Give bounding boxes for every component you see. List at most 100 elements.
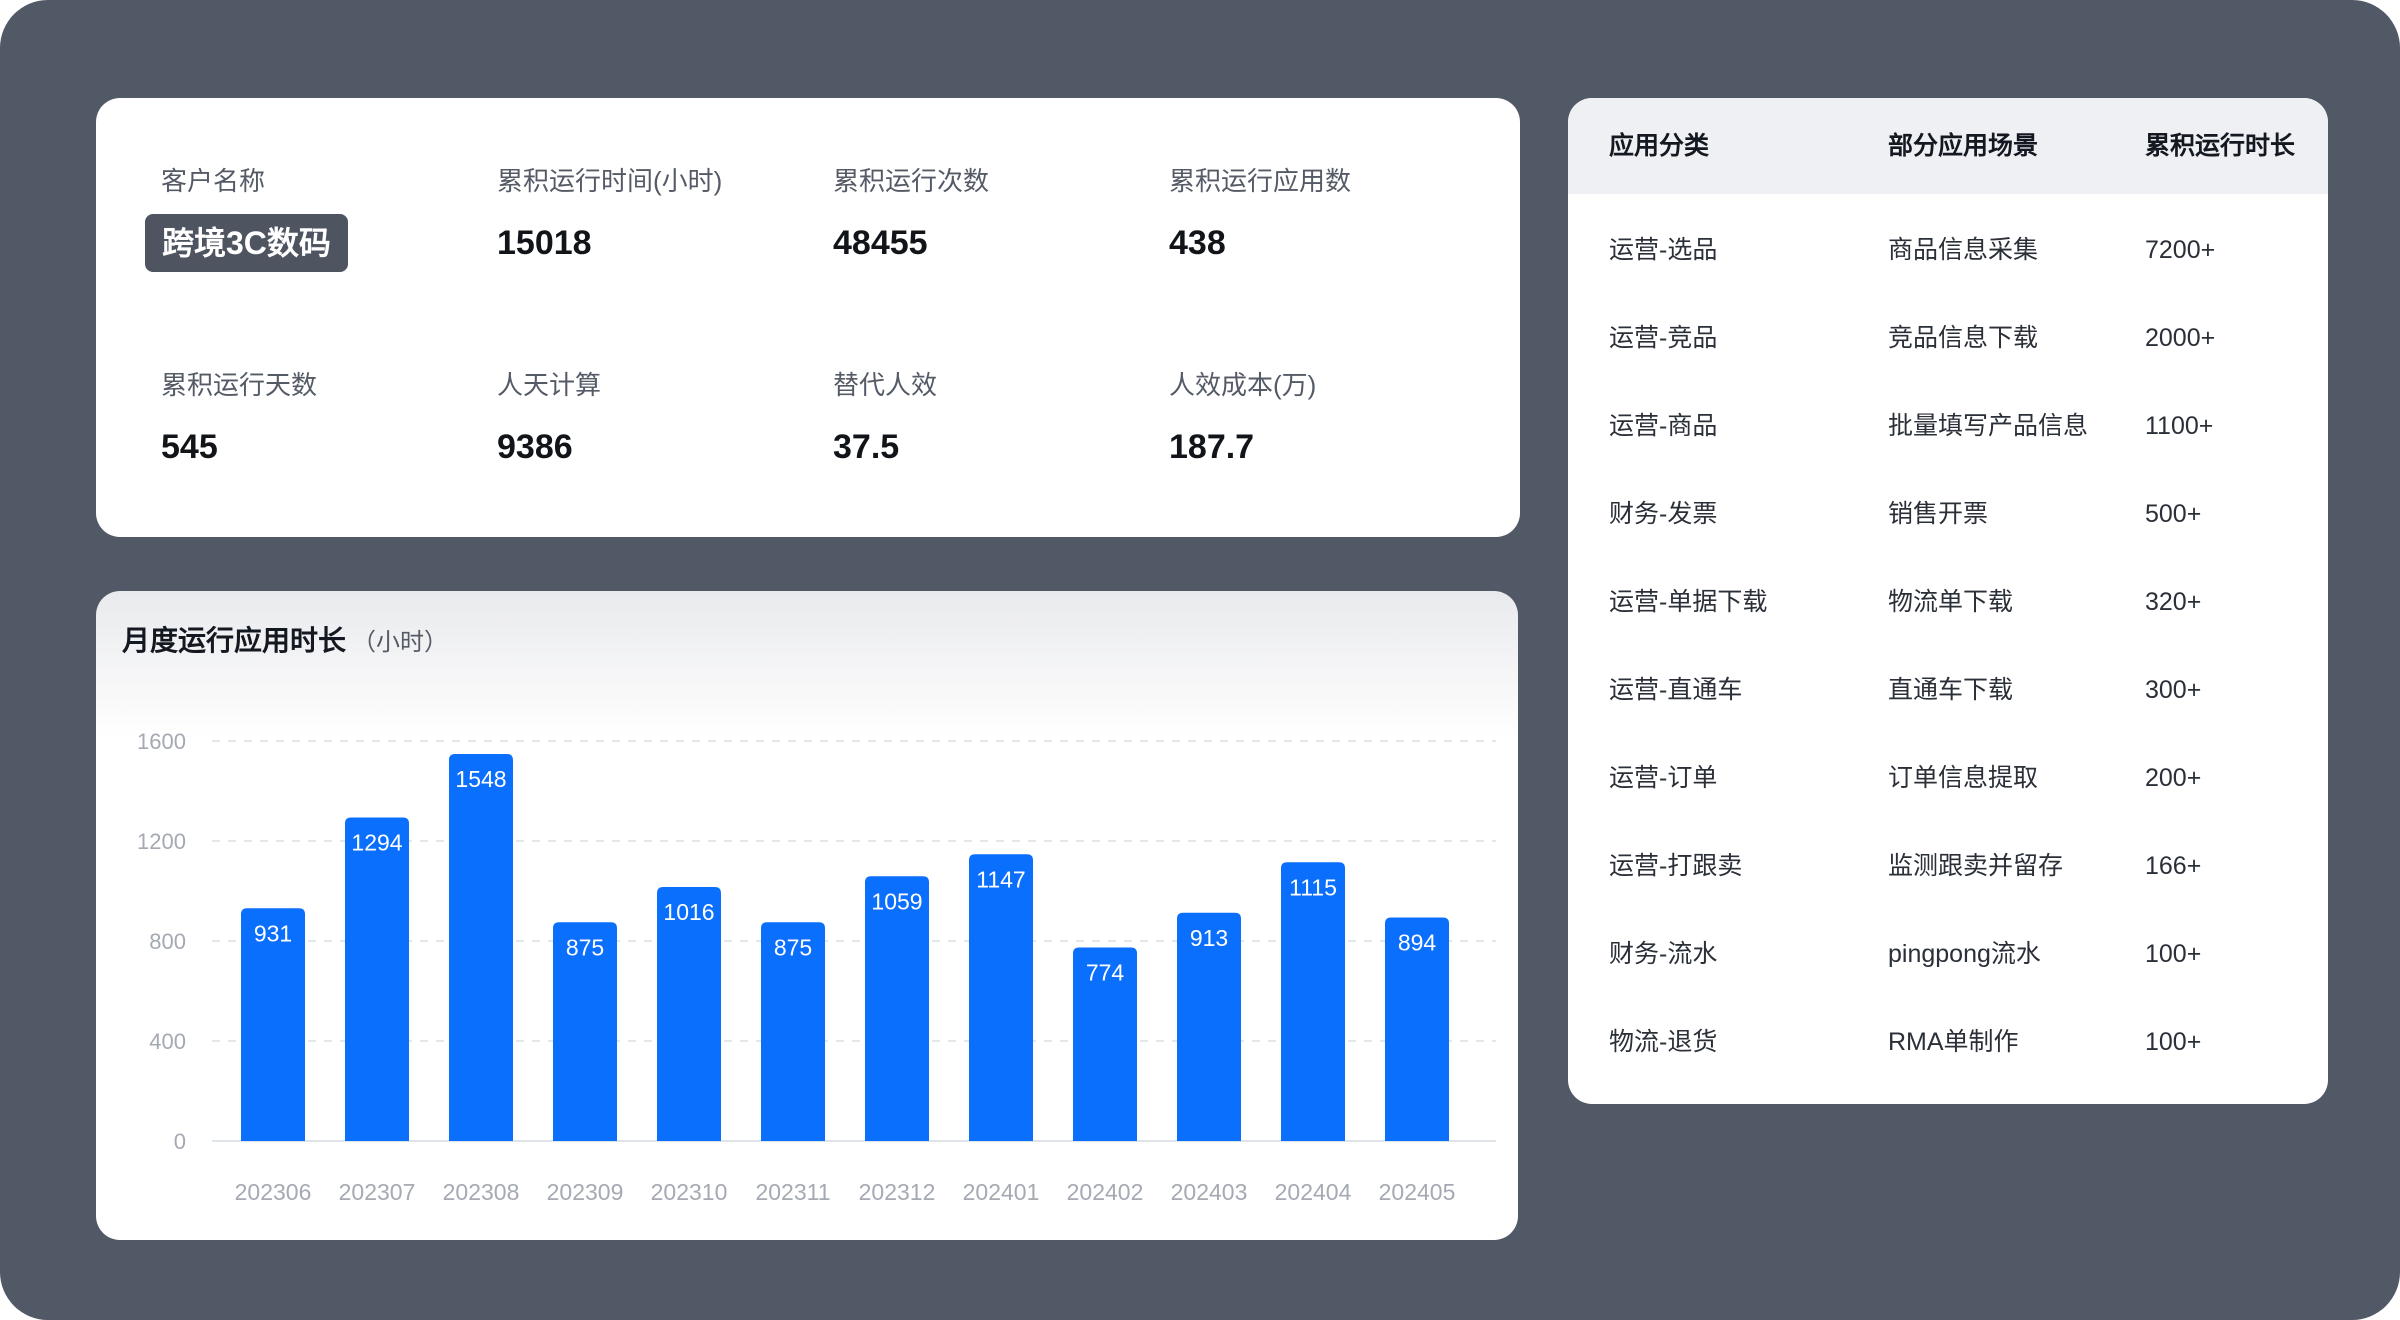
stat-app-count: 累积运行应用数 438 [1169, 168, 1489, 260]
monthly-chart-card: 月度运行应用时长 （小时） 0 400 800 1200 1600 931 202306 129… [96, 591, 1518, 1240]
bar [1177, 912, 1241, 1141]
duration-cell: 300+ [2145, 676, 2202, 704]
duration-cell: 200+ [2145, 764, 2202, 792]
stat-run-days: 累积运行天数 545 [161, 372, 481, 464]
x-tick-label: 202310 [651, 1179, 728, 1205]
scenario-cell: 订单信息提取 [1888, 764, 2039, 792]
stat-replace-fte: 替代人效 37.5 [833, 372, 1153, 464]
bar [761, 922, 825, 1141]
stat-value: 545 [161, 428, 218, 466]
bar-value-label: 1294 [351, 830, 402, 856]
category-cell: 运营-商品 [1609, 412, 1718, 440]
category-cell: 运营-打跟卖 [1609, 852, 1743, 880]
x-tick-label: 202308 [443, 1179, 520, 1205]
bar-value-label: 1115 [1289, 874, 1337, 900]
bar [241, 908, 305, 1141]
scenario-cell: 销售开票 [1888, 500, 1989, 528]
x-tick-label: 202402 [1067, 1179, 1144, 1205]
chart-title-text: 月度运行应用时长 [122, 625, 347, 656]
bar [865, 876, 929, 1141]
stat-label: 累积运行应用数 [1169, 166, 1352, 196]
bar-value-label: 875 [566, 934, 604, 960]
stat-label: 替代人效 [833, 370, 938, 400]
duration-cell: 500+ [2145, 500, 2202, 528]
bar-value-label: 894 [1398, 930, 1437, 956]
x-tick-label: 202306 [235, 1179, 312, 1205]
scenario-cell: 商品信息采集 [1888, 236, 2039, 264]
bar-chart: 0 400 800 1200 1600 931 202306 1294 202307 1548 20… [137, 729, 1496, 1205]
y-tick-label: 400 [149, 1029, 186, 1054]
bar [449, 754, 513, 1141]
category-cell: 运营-单据下载 [1609, 588, 1768, 616]
category-cell: 财务-流水 [1609, 940, 1718, 968]
x-tick-label: 202309 [547, 1179, 624, 1205]
table-row: 运营-订单 订单信息提取 200+ [1568, 736, 2328, 824]
header-category: 应用分类 [1609, 132, 1710, 160]
x-tick-label: 202311 [755, 1179, 830, 1205]
table-header: 应用分类 部分应用场景 累积运行时长 [1568, 98, 2328, 194]
stat-value: 15018 [497, 224, 592, 262]
bar [345, 817, 409, 1141]
y-tick-label: 800 [149, 929, 186, 954]
duration-cell: 2000+ [2145, 324, 2216, 352]
table-row: 运营-单据下载 物流单下载 320+ [1568, 560, 2328, 648]
header-duration: 累积运行时长 [2145, 132, 2296, 160]
x-tick-label: 202403 [1171, 1179, 1248, 1205]
scenario-cell: 竞品信息下载 [1888, 324, 2039, 352]
category-cell: 运营-竞品 [1609, 324, 1718, 352]
stat-label: 人天计算 [497, 370, 602, 400]
duration-cell: 320+ [2145, 588, 2202, 616]
chart-unit: （小时） [352, 629, 449, 656]
scenario-cell: 直通车下载 [1888, 676, 2014, 704]
scenario-cell: 批量填写产品信息 [1888, 412, 2089, 440]
duration-cell: 7200+ [2145, 236, 2216, 264]
stat-label: 客户名称 [161, 166, 266, 196]
x-tick-label: 202404 [1275, 1179, 1352, 1205]
bar-value-label: 875 [774, 934, 812, 960]
table-row: 运营-选品 商品信息采集 7200+ [1568, 208, 2328, 296]
stat-value: 187.7 [1169, 428, 1255, 466]
bar [657, 887, 721, 1141]
table-row: 运营-商品 批量填写产品信息 1100+ [1568, 384, 2328, 472]
bar [1385, 917, 1449, 1141]
bar [969, 854, 1033, 1141]
duration-cell: 100+ [2145, 1028, 2202, 1056]
category-cell: 运营-选品 [1609, 236, 1718, 264]
app-category-table: 应用分类 部分应用场景 累积运行时长 运营-选品 商品信息采集 7200+ 运营-竞品… [1568, 98, 2328, 1104]
category-cell: 运营-直通车 [1609, 676, 1743, 704]
duration-cell: 1100+ [2145, 412, 2214, 440]
stat-value: 9386 [497, 428, 573, 466]
stat-value: 48455 [833, 224, 928, 262]
x-tick-label: 202405 [1379, 1179, 1456, 1205]
stat-label: 人效成本(万) [1169, 370, 1317, 400]
table-row: 物流-退货 RMA单制作 100+ [1568, 1000, 2328, 1088]
y-tick-label: 1600 [137, 729, 186, 754]
stat-customer: 客户名称 跨境3C数码 [145, 166, 481, 272]
stat-person-days: 人天计算 9386 [497, 372, 817, 464]
stat-run-hours: 累积运行时间(小时) 15018 [497, 168, 817, 260]
bar-value-label: 931 [254, 920, 292, 946]
x-tick-label: 202307 [339, 1179, 416, 1205]
stat-label: 累积运行时间(小时) [497, 166, 723, 196]
bar-value-label: 1059 [871, 888, 922, 914]
stats-card: 客户名称 跨境3C数码 累积运行时间(小时) 15018 累积运行次数 4845… [96, 98, 1520, 537]
category-cell: 运营-订单 [1609, 764, 1718, 792]
duration-cell: 166+ [2145, 852, 2202, 880]
category-cell: 物流-退货 [1609, 1028, 1718, 1056]
category-cell: 财务-发票 [1609, 500, 1718, 528]
table-row: 运营-直通车 直通车下载 300+ [1568, 648, 2328, 736]
stat-value: 37.5 [833, 428, 900, 466]
stat-fte-cost: 人效成本(万) 187.7 [1169, 372, 1489, 464]
y-tick-label: 1200 [137, 829, 186, 854]
chart-title: 月度运行应用时长 （小时） [122, 627, 448, 655]
table-row: 运营-打跟卖 监测跟卖并留存 166+ [1568, 824, 2328, 912]
y-tick-label: 0 [174, 1129, 186, 1154]
stat-run-count: 累积运行次数 48455 [833, 168, 1153, 260]
bar [553, 922, 617, 1141]
bar-value-label: 1016 [663, 899, 714, 925]
stat-value: 438 [1169, 224, 1226, 262]
scenario-cell: RMA单制作 [1888, 1028, 2019, 1056]
stat-label: 累积运行次数 [833, 166, 990, 196]
bar [1281, 862, 1345, 1141]
duration-cell: 100+ [2145, 940, 2202, 968]
